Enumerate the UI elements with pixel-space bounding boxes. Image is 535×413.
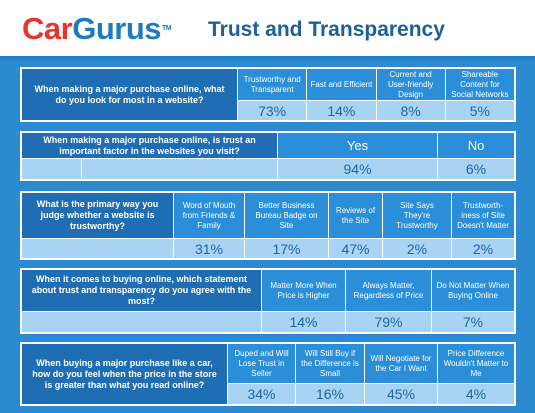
option-label: Will Still Buy if the Difference is Smal… (295, 343, 365, 384)
option-value: 8% (375, 100, 446, 121)
question-block-5: When buying a major purchase like a car,… (20, 342, 516, 406)
option-label: Matter More When Price is Higher (261, 269, 346, 312)
empty-cell (21, 238, 174, 259)
option-label: Current and User-friendly Design (375, 68, 446, 101)
option-label: No (437, 132, 515, 159)
header: CarGurusTM Trust and Transparency (0, 0, 535, 60)
option-value: 6% (437, 158, 515, 180)
question-text: When making a major purchase online, wha… (21, 68, 238, 121)
option-label: Will Negotiate for the Car I Want (364, 343, 438, 384)
option-label: Better Business Bureau Badge on Site (244, 192, 329, 239)
question-text: What is the primary way you judge whethe… (21, 192, 174, 239)
option-value: 47% (328, 238, 383, 259)
empty-cell (21, 311, 262, 333)
option-label: Trustworthy and Transparent (236, 68, 308, 101)
option-value: 94% (277, 158, 439, 180)
option-label: Price Difference Wouldn't Matter to Me (437, 343, 515, 384)
option-value: 31% (173, 238, 245, 259)
option-value: 2% (382, 238, 452, 259)
option-label: Word of Mouth from Friends & Family (173, 192, 245, 239)
page-title: Trust and Transparency (208, 18, 445, 41)
empty-cell (80, 158, 279, 180)
option-value: 17% (244, 238, 329, 259)
option-label: Duped and Will Lose Trust in Seller (227, 343, 296, 384)
option-label: Yes (277, 132, 439, 159)
question-block-2: When making a major purchase online, is … (20, 131, 516, 181)
question-block-4: When it comes to buying online, which st… (20, 268, 516, 334)
option-value: 5% (444, 100, 516, 121)
cargurus-logo[interactable]: CarGurusTM (22, 11, 172, 46)
option-label: Trustworth-iness of Site Doesn't Matter (451, 192, 515, 239)
logo-trademark: TM (162, 25, 172, 32)
option-value: 2% (451, 238, 515, 259)
option-value: 14% (306, 100, 377, 121)
option-label: Shareable Content for Social Networks (444, 68, 516, 101)
option-value: 7% (431, 311, 515, 333)
option-label: Reviews of the Site (328, 192, 383, 239)
option-label: Always Matter, Regardless of Price (345, 269, 432, 312)
option-value: 73% (236, 100, 308, 121)
option-value: 79% (345, 311, 432, 333)
option-label: Site Says They're Trustworthy (382, 192, 452, 239)
option-value: 34% (227, 383, 296, 405)
option-value: 16% (295, 383, 365, 405)
question-text: When buying a major purchase like a car,… (21, 343, 228, 405)
option-label: Do Not Matter When Buying Online (431, 269, 515, 312)
empty-cell (21, 158, 82, 180)
option-label: Fast and Efficient (306, 68, 377, 101)
option-value: 14% (261, 311, 346, 333)
option-value: 4% (437, 383, 515, 405)
question-block-3: What is the primary way you judge whethe… (20, 191, 516, 260)
logo-gurus-text: Gurus (72, 11, 161, 46)
logo-car-text: Car (22, 11, 73, 46)
question-text: When it comes to buying online, which st… (21, 269, 262, 312)
option-value: 45% (364, 383, 438, 405)
question-text: When making a major purchase online, is … (20, 132, 279, 159)
question-block-1: When making a major purchase online, wha… (20, 67, 516, 122)
